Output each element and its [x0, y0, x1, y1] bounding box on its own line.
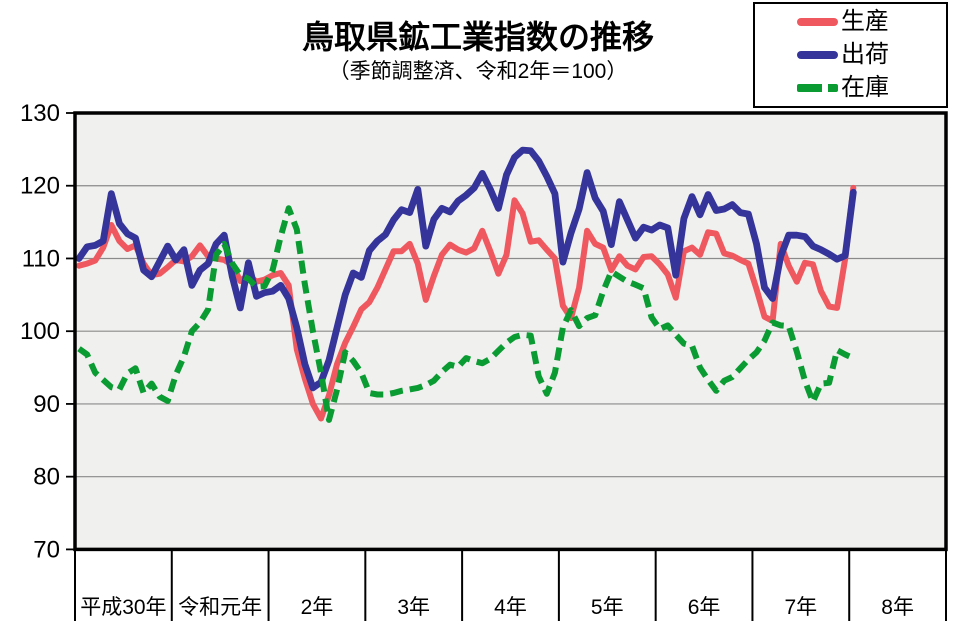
y-axis-tick-label: 80 — [33, 464, 60, 491]
x-axis-label-2: 2年 — [301, 596, 334, 619]
x-axis-label-8: 8年 — [881, 596, 914, 619]
legend-line-sample-production-icon — [797, 18, 838, 26]
y-axis-tick-label: 70 — [33, 536, 60, 563]
plot-border — [73, 111, 948, 552]
legend-box: 生産 出荷 在庫 — [753, 2, 948, 108]
y-axis-tick-label: 100 — [20, 318, 60, 345]
legend-item-production: 生産 — [797, 7, 946, 37]
y-axis-tick-label: 120 — [20, 173, 60, 200]
legend-label-production: 生産 — [841, 8, 889, 35]
legend-label-inventory: 在庫 — [841, 74, 889, 101]
x-axis-label-0: 平成30年 — [80, 596, 166, 619]
y-axis-tick-label: 110 — [22, 245, 60, 272]
series-line-inventory — [77, 205, 855, 423]
y-axis-tick-label: 90 — [33, 391, 60, 418]
series-line-shipment — [75, 146, 857, 392]
legend-item-shipment: 出荷 — [797, 40, 946, 70]
legend-item-inventory: 在庫 — [797, 73, 946, 103]
legend-line-sample-inventory-icon — [797, 84, 838, 92]
chart-subtitle: （季節調整済、令和2年＝100） — [328, 60, 628, 83]
legend-line-sample-shipment-icon — [797, 51, 838, 59]
x-axis-label-5: 5年 — [591, 596, 624, 619]
x-axis-label-1: 令和元年 — [178, 596, 262, 619]
x-axis-label-3: 3年 — [397, 596, 430, 619]
legend-label-shipment: 出荷 — [841, 41, 889, 68]
x-axis-label-6: 6年 — [688, 596, 721, 619]
y-axis-tick-label: 130 — [20, 100, 60, 127]
x-axis-label-4: 4年 — [494, 596, 527, 619]
chart-title: 鳥取県鉱工業指数の推移 — [301, 19, 654, 55]
x-axis-label-7: 7年 — [784, 596, 817, 619]
